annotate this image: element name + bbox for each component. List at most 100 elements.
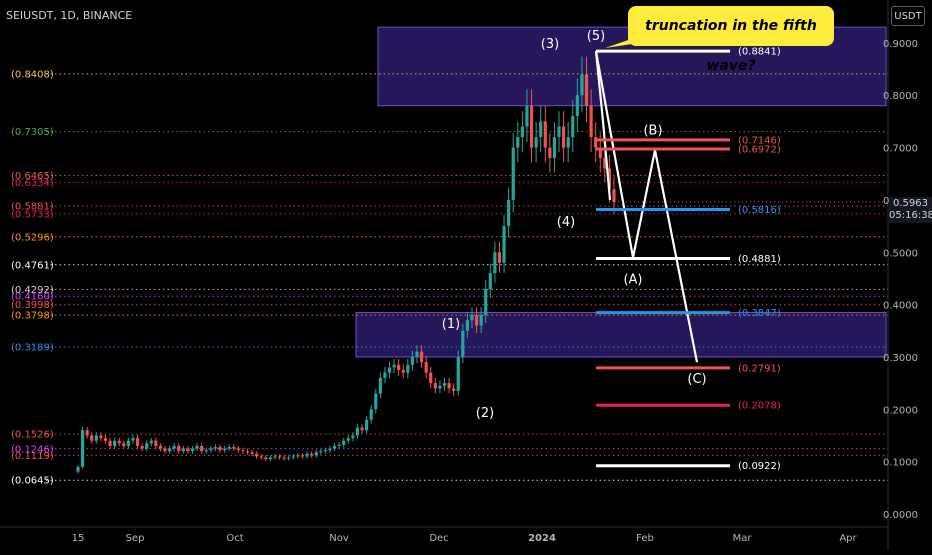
candle-body: [598, 147, 602, 159]
candle-body: [149, 440, 153, 444]
fib-level-label: (0.7305): [11, 127, 54, 138]
fib-level-label: (0.1246): [11, 444, 54, 455]
candle-body: [392, 364, 396, 368]
currency-badge[interactable]: USDT: [891, 6, 925, 26]
candle-body: [332, 445, 337, 449]
callout-text: truncation in the fifth wave?: [645, 18, 817, 74]
fib-level-label: (0.6465): [11, 171, 54, 182]
candle-body: [502, 226, 506, 263]
target-level-label: (0.5816): [738, 205, 781, 216]
candle-body: [397, 364, 401, 371]
candle-body: [181, 448, 185, 452]
x-tick-label: Nov: [329, 533, 349, 544]
candle-body: [562, 126, 566, 148]
target-level-label: (0.6972): [738, 145, 781, 156]
y-tick-label: 0.3000: [883, 353, 918, 364]
candle-body: [241, 450, 245, 452]
candle-body: [319, 451, 323, 453]
wave-label: (B): [643, 123, 662, 138]
fib-level-label: (0.1526): [11, 430, 54, 441]
target-level-label: (0.2791): [738, 363, 781, 374]
target-level-label: (0.4881): [738, 254, 781, 265]
candle-body: [300, 455, 305, 457]
candle-body: [424, 362, 428, 373]
candle-body: [447, 383, 451, 389]
candle-body: [163, 448, 167, 452]
candle-body: [438, 385, 442, 389]
candle-body: [520, 126, 524, 138]
candle-body: [529, 105, 534, 148]
candle-body: [94, 435, 98, 441]
highlight-zone: [355, 311, 887, 358]
candle-body: [479, 315, 483, 326]
wave-label: (5): [587, 29, 605, 44]
callout-box: truncation in the fifth wave?: [628, 6, 834, 74]
y-tick-label: 0.5000: [883, 248, 918, 259]
candle-body: [525, 105, 529, 127]
last-price-value: 0.5963: [893, 198, 928, 209]
target-level-label: (0.3847): [738, 308, 781, 319]
candle-body: [85, 430, 89, 436]
candle-body: [145, 443, 149, 449]
candle-body: [135, 438, 140, 446]
wave-path-overlay: [594, 51, 612, 200]
candle-body: [534, 137, 538, 148]
y-tick-label: 0.7000: [883, 144, 918, 155]
target-level-label: (0.7146): [738, 135, 781, 146]
candle-body: [374, 393, 378, 410]
target-level-label: (0.2078): [738, 401, 781, 412]
candle-body: [310, 453, 314, 456]
candle-body: [539, 121, 543, 138]
candle-body: [90, 435, 94, 441]
candle-body: [103, 438, 108, 441]
x-tick-label: Sep: [126, 533, 145, 544]
candle-body: [291, 456, 295, 458]
candle-body: [264, 457, 268, 460]
candle-body: [346, 438, 350, 441]
candle-body: [383, 372, 387, 378]
candle-body: [277, 456, 282, 458]
candle-body: [213, 446, 218, 449]
x-tick-label: Dec: [429, 533, 448, 544]
candle-body: [108, 440, 112, 446]
target-level-label: (0.0922): [738, 461, 781, 472]
x-tick-label: Mar: [733, 533, 753, 544]
wave-label: (C): [687, 372, 706, 387]
candle-body: [580, 74, 584, 96]
fib-level-label: (0.0645): [11, 476, 54, 487]
candle-body: [236, 448, 240, 451]
candle-body: [314, 452, 318, 456]
candle-body: [305, 453, 309, 457]
y-tick-label: 0.1000: [883, 458, 918, 469]
candle-body: [342, 440, 346, 445]
candle-body: [594, 137, 598, 148]
candle-body: [589, 105, 593, 138]
fib-level-label: (0.3998): [11, 300, 54, 311]
candle-body: [218, 446, 222, 451]
wave-label: (2): [476, 406, 494, 421]
candle-body: [516, 137, 520, 148]
candle-body: [172, 445, 176, 449]
candle-body: [575, 95, 579, 117]
candle-body: [433, 383, 437, 389]
candle-body: [140, 445, 144, 449]
candle-body: [511, 147, 515, 200]
candle-body: [566, 137, 570, 148]
x-tick-label: Apr: [839, 533, 857, 544]
candle-body: [442, 383, 447, 386]
candle-body: [548, 147, 552, 159]
candle-body: [369, 409, 373, 420]
candle-body: [484, 288, 488, 316]
candle-body: [603, 158, 607, 169]
candle-body: [287, 457, 291, 459]
candle-body: [365, 419, 369, 431]
candle-body: [543, 121, 547, 148]
candle-body: [584, 74, 589, 106]
y-tick-label: 0.9000: [883, 39, 918, 50]
wave-label: (3): [541, 37, 559, 52]
x-tick-label: Oct: [226, 533, 243, 544]
symbol-title: SEIUSDT, 1D, BINANCE: [6, 9, 133, 22]
fib-level-label: (0.8408): [11, 69, 54, 80]
